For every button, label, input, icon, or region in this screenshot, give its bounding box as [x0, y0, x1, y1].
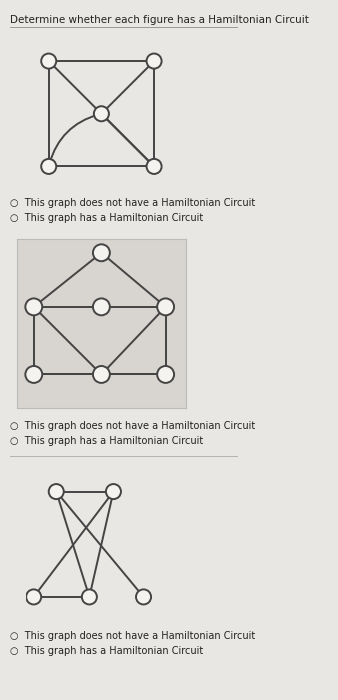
Text: ○  This graph has a Hamiltonian Circuit: ○ This graph has a Hamiltonian Circuit — [10, 436, 203, 446]
Circle shape — [157, 366, 174, 383]
Circle shape — [93, 244, 110, 261]
Circle shape — [41, 54, 56, 69]
Text: ○  This graph has a Hamiltonian Circuit: ○ This graph has a Hamiltonian Circuit — [10, 646, 203, 656]
Circle shape — [93, 298, 110, 315]
Text: ○  This graph has a Hamiltonian Circuit: ○ This graph has a Hamiltonian Circuit — [10, 214, 203, 223]
Text: ○  This graph does not have a Hamiltonian Circuit: ○ This graph does not have a Hamiltonian… — [10, 631, 256, 640]
Circle shape — [49, 484, 64, 499]
Circle shape — [157, 298, 174, 315]
Circle shape — [25, 298, 42, 315]
Circle shape — [147, 159, 162, 174]
Text: ○  This graph does not have a Hamiltonian Circuit: ○ This graph does not have a Hamiltonian… — [10, 198, 256, 208]
Text: ○  This graph does not have a Hamiltonian Circuit: ○ This graph does not have a Hamiltonian… — [10, 421, 256, 430]
Circle shape — [136, 589, 151, 605]
Circle shape — [106, 484, 121, 499]
Circle shape — [25, 366, 42, 383]
Circle shape — [82, 589, 97, 605]
Circle shape — [26, 589, 41, 605]
Circle shape — [93, 366, 110, 383]
Text: Determine whether each figure has a Hamiltonian Circuit: Determine whether each figure has a Hami… — [10, 15, 309, 25]
Circle shape — [41, 159, 56, 174]
Circle shape — [94, 106, 109, 121]
Circle shape — [147, 54, 162, 69]
